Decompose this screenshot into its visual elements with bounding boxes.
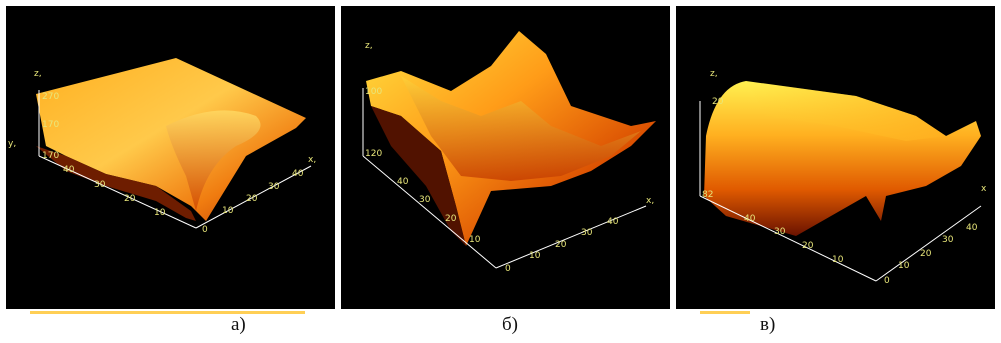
caption-b: б) [502,314,518,335]
y-tick: 30 [419,195,431,205]
x-tick: 40 [966,223,978,233]
y-axis-label: y, [8,139,16,149]
x-axis-label: x [981,184,987,194]
z-tick: 170 [42,151,59,161]
z-tick: 270 [42,92,59,102]
z-tick: 20 [712,97,724,107]
z-tick: 120 [365,149,382,159]
y-tick: 40 [397,177,409,187]
y-tick: 20 [802,241,814,251]
x-tick: 10 [898,261,910,271]
z-tick: 82 [702,190,713,200]
y-tick: 40 [744,214,756,224]
y-tick: 10 [832,255,844,265]
z-tick: 100 [365,87,382,97]
z-axis-label: z, [365,41,373,51]
x-tick: 0 [505,264,511,274]
x-tick: 10 [222,206,234,216]
x-tick: 40 [292,169,304,179]
z-axis-label: z, [34,69,42,79]
x-tick: 20 [246,194,258,204]
z-tick: 170 [42,120,59,130]
surface-plot-b: z, x, 100 120 40 30 20 10 0 10 20 30 40 [341,6,670,309]
surface-plot-c: z, x 20 82 40 30 20 10 0 10 20 30 40 [676,6,995,309]
x-axis-label: x, [646,196,654,206]
surface-a-graphic: z, y, x, 270 170 170 40 30 20 10 0 10 20… [8,58,316,235]
y-tick: 30 [774,227,786,237]
surface-b-graphic: z, x, 100 120 40 30 20 10 0 10 20 30 40 [362,31,656,274]
x-tick: 30 [942,235,954,245]
caption-c: в) [760,314,776,335]
x-tick: 20 [920,249,932,259]
surface-plot-a: z, y, x, 270 170 170 40 30 20 10 0 10 20… [6,6,335,309]
x-tick: 40 [607,217,619,227]
y-tick: 10 [469,235,481,245]
y-tick: 40 [63,165,75,175]
x-axis-label: x, [308,155,316,165]
x-tick: 20 [555,240,567,250]
panel-a-strip [30,311,305,314]
y-tick: 20 [445,214,457,224]
x-tick: 30 [581,228,593,238]
surface-c-graphic: z, x 20 82 40 30 20 10 0 10 20 30 40 [699,69,987,286]
y-tick: 20 [124,194,136,204]
z-axis-label: z, [710,69,718,79]
y-tick: 30 [94,180,106,190]
x-tick: 0 [884,276,890,286]
caption-a: а) [231,314,246,335]
y-tick: 10 [154,208,166,218]
x-tick: 30 [268,182,280,192]
panel-c-strip [700,311,750,314]
x-tick: 0 [202,225,208,235]
x-tick: 10 [529,251,541,261]
